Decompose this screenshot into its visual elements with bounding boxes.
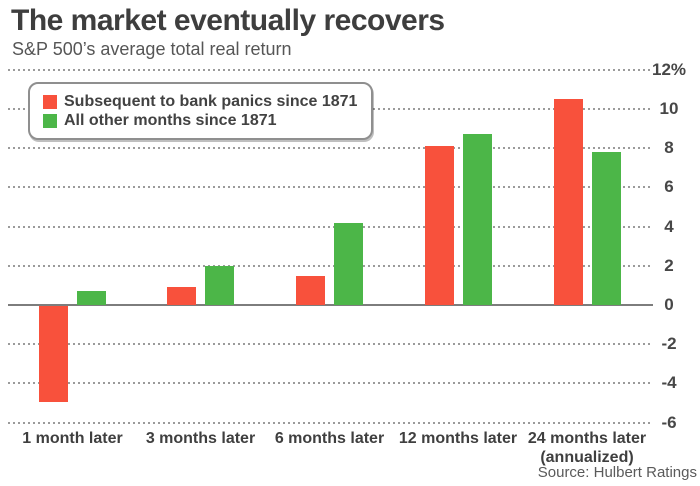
legend-swatch-green [43, 113, 57, 128]
chart-legend: Subsequent to bank panics since 1871 All… [28, 82, 374, 140]
bar-panics [424, 146, 454, 305]
gridline [8, 382, 653, 385]
legend-swatch-red [43, 94, 57, 109]
y-axis-tick-label: 0 [664, 295, 674, 314]
x-axis-label: 3 months later [145, 430, 256, 447]
x-axis-label: 24 months later (annualized) [517, 429, 657, 467]
y-axis-tick-label: 10 [659, 99, 679, 118]
x-axis-label: 1 month later [22, 430, 123, 447]
legend-label: All other months since 1871 [64, 111, 277, 129]
bar-panics [296, 275, 325, 305]
gridline [8, 68, 653, 71]
zero-axis-line [8, 304, 653, 306]
bar-other-months [334, 222, 363, 305]
legend-item-other-months: All other months since 1871 [43, 111, 357, 130]
y-axis-tick-label: -4 [661, 373, 677, 393]
bar-panics [553, 99, 583, 305]
gridline [8, 225, 653, 228]
source-attribution: Source: Hulbert Ratings [537, 464, 697, 481]
gridline [8, 343, 653, 346]
page-title: The market eventually recovers [11, 4, 445, 37]
x-axis-label: 6 months later [274, 430, 385, 447]
y-axis-tick-label: -2 [661, 334, 677, 354]
legend-item-panics: Subsequent to bank panics since 1871 [43, 92, 357, 111]
bar-other-months [462, 134, 492, 305]
chart-subtitle: S&P 500’s average total real return [12, 39, 292, 59]
gridline [8, 186, 653, 189]
gridline [8, 421, 653, 424]
y-axis-tick-label: 12% [651, 59, 687, 79]
gridline [8, 264, 653, 267]
gridline [8, 147, 653, 150]
x-axis-label: 12 months later [398, 430, 518, 447]
legend-label: Subsequent to bank panics since 1871 [64, 92, 358, 110]
y-axis-tick-label: 8 [664, 138, 674, 158]
y-axis-tick-label: 4 [664, 216, 674, 236]
bar-panics [167, 287, 196, 305]
bar-other-months [205, 265, 234, 305]
bar-panics [39, 306, 68, 403]
y-axis-tick-label: 6 [664, 177, 674, 197]
y-axis-tick-label: 2 [664, 255, 674, 275]
bar-other-months [591, 152, 621, 305]
y-axis-tick-label: -6 [661, 412, 677, 432]
bar-other-months [77, 291, 106, 305]
x-axis-sublabel: (annualized) [540, 449, 634, 466]
